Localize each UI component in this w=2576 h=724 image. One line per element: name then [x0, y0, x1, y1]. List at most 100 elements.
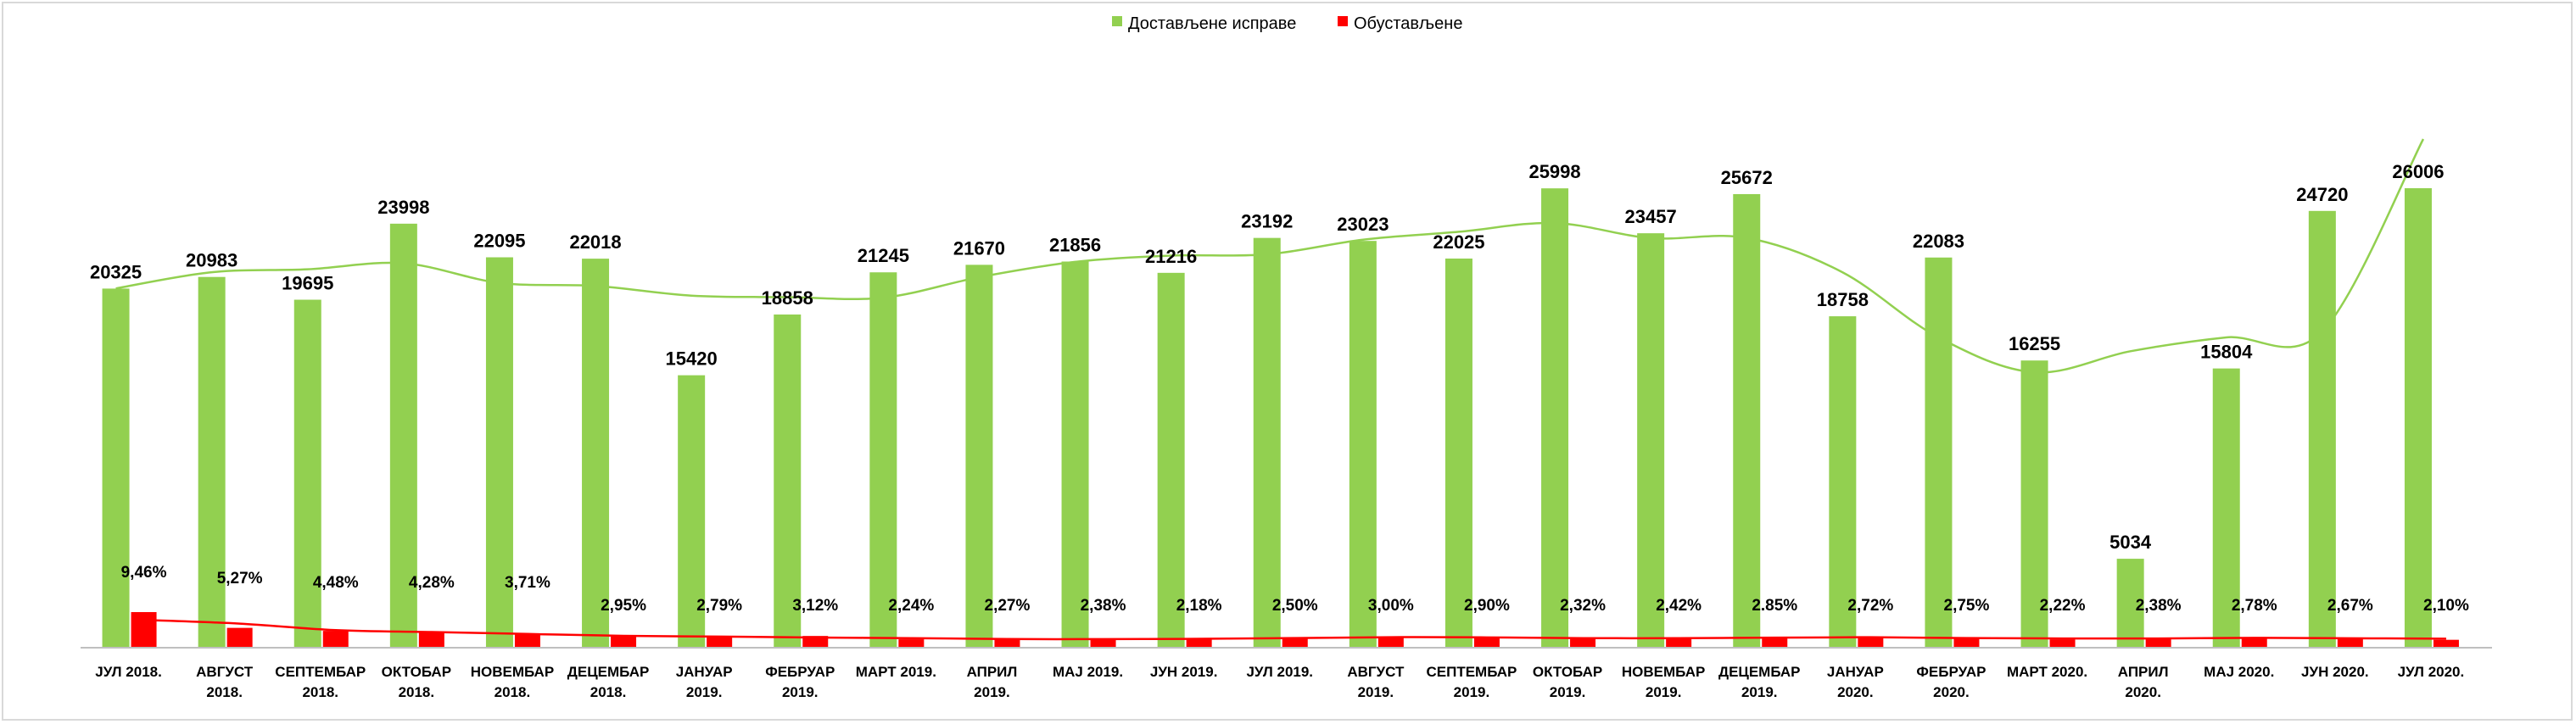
chart-legend: Достављене исправе Обустављене — [1112, 14, 1462, 33]
value-label-suspended-17: 2.85% — [1752, 597, 1797, 615]
bar-suspended-23 — [2337, 638, 2363, 648]
x-tick-label-18-line1: 2020. — [1837, 684, 1874, 700]
x-axis-ticks: ЈУЛ 2018. АВГУСТ 2018. СЕПТЕМБАР 2018. ОКТОБА… — [95, 664, 2464, 700]
bar-delivered-18 — [1829, 316, 1857, 648]
value-label-delivered-17: 25672 — [1721, 167, 1773, 188]
suspended-trendline — [143, 619, 2446, 641]
x-tick-label-15-line0: ОКТОБАР — [1533, 664, 1602, 680]
bar-delivered-16 — [1637, 233, 1665, 648]
value-label-suspended-9: 2,27% — [985, 597, 1031, 615]
bar-suspended-15 — [1570, 638, 1596, 648]
value-label-delivered-10: 21856 — [1049, 234, 1101, 255]
bar-suspended-18 — [1858, 637, 1884, 648]
value-label-suspended-14: 2,90% — [1464, 597, 1510, 615]
bar-suspended-22 — [2241, 637, 2267, 648]
x-tick-label-13-line0: АВГУСТ — [1347, 664, 1405, 680]
value-label-suspended-3: 4,28% — [409, 574, 455, 592]
bar-suspended-4 — [514, 633, 540, 648]
x-tick-label-6-line1: 2019. — [686, 684, 723, 700]
x-tick-label-20: МАРТ 2020. — [2007, 664, 2087, 680]
x-tick-label-5-line0: ДЕЦЕМБАР — [567, 664, 650, 680]
suspended-trendline-path — [143, 619, 2446, 641]
value-label-delivered-1: 20983 — [186, 250, 237, 271]
x-tick-label-2-line1: 2018. — [302, 684, 338, 700]
value-label-delivered-15: 25998 — [1528, 161, 1580, 182]
bar-suspended-21 — [2145, 638, 2171, 648]
value-label-suspended-2: 4,48% — [313, 574, 359, 592]
value-label-suspended-21: 2,38% — [2136, 597, 2182, 615]
x-tick-label-4-line1: 2018. — [495, 684, 531, 700]
bar-delivered-2 — [293, 299, 321, 648]
value-label-delivered-21: 5034 — [2109, 532, 2152, 553]
x-tick-label-9-line0: АПРИЛ — [967, 664, 1018, 680]
value-label-delivered-12: 23192 — [1241, 211, 1293, 232]
bar-suspended-19 — [1953, 637, 1980, 648]
value-label-delivered-3: 23998 — [377, 197, 429, 218]
bars-layer — [102, 188, 2459, 649]
bar-delivered-4 — [485, 257, 513, 648]
x-tick-label-9-line1: 2019. — [974, 684, 1010, 700]
value-label-suspended-0: 9,46% — [121, 564, 167, 582]
bar-suspended-7 — [802, 636, 829, 648]
x-tick-label-8: МАРТ 2019. — [856, 664, 936, 680]
x-tick-label-24: ЈУЛ 2020. — [2398, 664, 2465, 680]
value-label-delivered-7: 18858 — [762, 287, 813, 309]
bar-suspended-1 — [226, 627, 253, 648]
value-label-delivered-4: 22095 — [473, 231, 525, 252]
x-tick-label-5-line1: 2018. — [590, 684, 627, 700]
x-tick-label-23: ЈУН 2020. — [2301, 664, 2369, 680]
value-label-suspended-11: 2,18% — [1176, 597, 1222, 615]
legend-swatch-suspended — [1338, 16, 1348, 26]
x-tick-label-6-line0: ЈАНУАР — [676, 664, 733, 680]
bar-suspended-13 — [1377, 636, 1404, 648]
x-tick-label-13-line1: 2019. — [1358, 684, 1394, 700]
bar-suspended-20 — [2049, 639, 2076, 648]
value-label-delivered-14: 22025 — [1433, 231, 1484, 253]
bar-suspended-8 — [898, 639, 925, 648]
bar-delivered-13 — [1349, 241, 1377, 648]
bar-suspended-24 — [2433, 639, 2459, 648]
value-label-delivered-2: 19695 — [282, 273, 333, 294]
x-tick-label-18-line0: ЈАНУАР — [1827, 664, 1884, 680]
bar-suspended-10 — [1090, 638, 1116, 648]
bar-delivered-5 — [582, 259, 610, 648]
x-tick-label-14-line1: 2019. — [1454, 684, 1490, 700]
value-label-suspended-20: 2,22% — [2040, 597, 2086, 615]
bar-suspended-3 — [418, 631, 444, 648]
value-label-delivered-23: 24720 — [2296, 184, 2348, 205]
value-label-delivered-5: 22018 — [569, 231, 621, 253]
x-tick-label-7-line0: ФЕБРУАР — [765, 664, 835, 680]
bar-suspended-0 — [131, 612, 157, 648]
bar-delivered-24 — [2404, 188, 2432, 648]
bar-delivered-9 — [965, 265, 993, 648]
x-tick-label-0: ЈУЛ 2018. — [95, 664, 162, 680]
value-label-delivered-24: 26006 — [2392, 161, 2444, 182]
x-tick-label-7-line1: 2019. — [782, 684, 819, 700]
x-tick-label-14-line0: СЕПТЕМБАР — [1426, 664, 1517, 680]
x-tick-label-22: МАЈ 2020. — [2204, 664, 2274, 680]
bar-delivered-21 — [2116, 559, 2144, 648]
x-tick-label-1-line1: 2018. — [206, 684, 243, 700]
x-tick-label-19-line0: ФЕБРУАР — [1916, 664, 1986, 680]
bar-delivered-22 — [2212, 368, 2240, 648]
bar-delivered-19 — [1925, 257, 1953, 648]
bar-delivered-3 — [389, 223, 417, 648]
x-tick-label-3-line1: 2018. — [399, 684, 435, 700]
x-tick-label-17-line1: 2019. — [1741, 684, 1778, 700]
value-label-suspended-16: 2,42% — [1656, 597, 1702, 615]
value-label-delivered-6: 15420 — [666, 348, 718, 370]
x-tick-label-4-line0: НОВЕМБАР — [471, 664, 554, 680]
x-tick-label-16-line0: НОВЕМБАР — [1622, 664, 1705, 680]
value-label-suspended-13: 3,00% — [1368, 597, 1414, 615]
bar-suspended-9 — [994, 638, 1020, 648]
bar-delivered-10 — [1061, 261, 1089, 648]
bar-delivered-1 — [198, 276, 226, 648]
bar-delivered-14 — [1444, 258, 1472, 648]
value-label-delivered-8: 21245 — [858, 245, 909, 266]
x-tick-label-15-line1: 2019. — [1550, 684, 1586, 700]
value-label-suspended-10: 2,38% — [1081, 597, 1126, 615]
x-tick-label-17-line0: ДЕЦЕМБАР — [1718, 664, 1801, 680]
x-tick-label-2-line0: СЕПТЕМБАР — [275, 664, 366, 680]
